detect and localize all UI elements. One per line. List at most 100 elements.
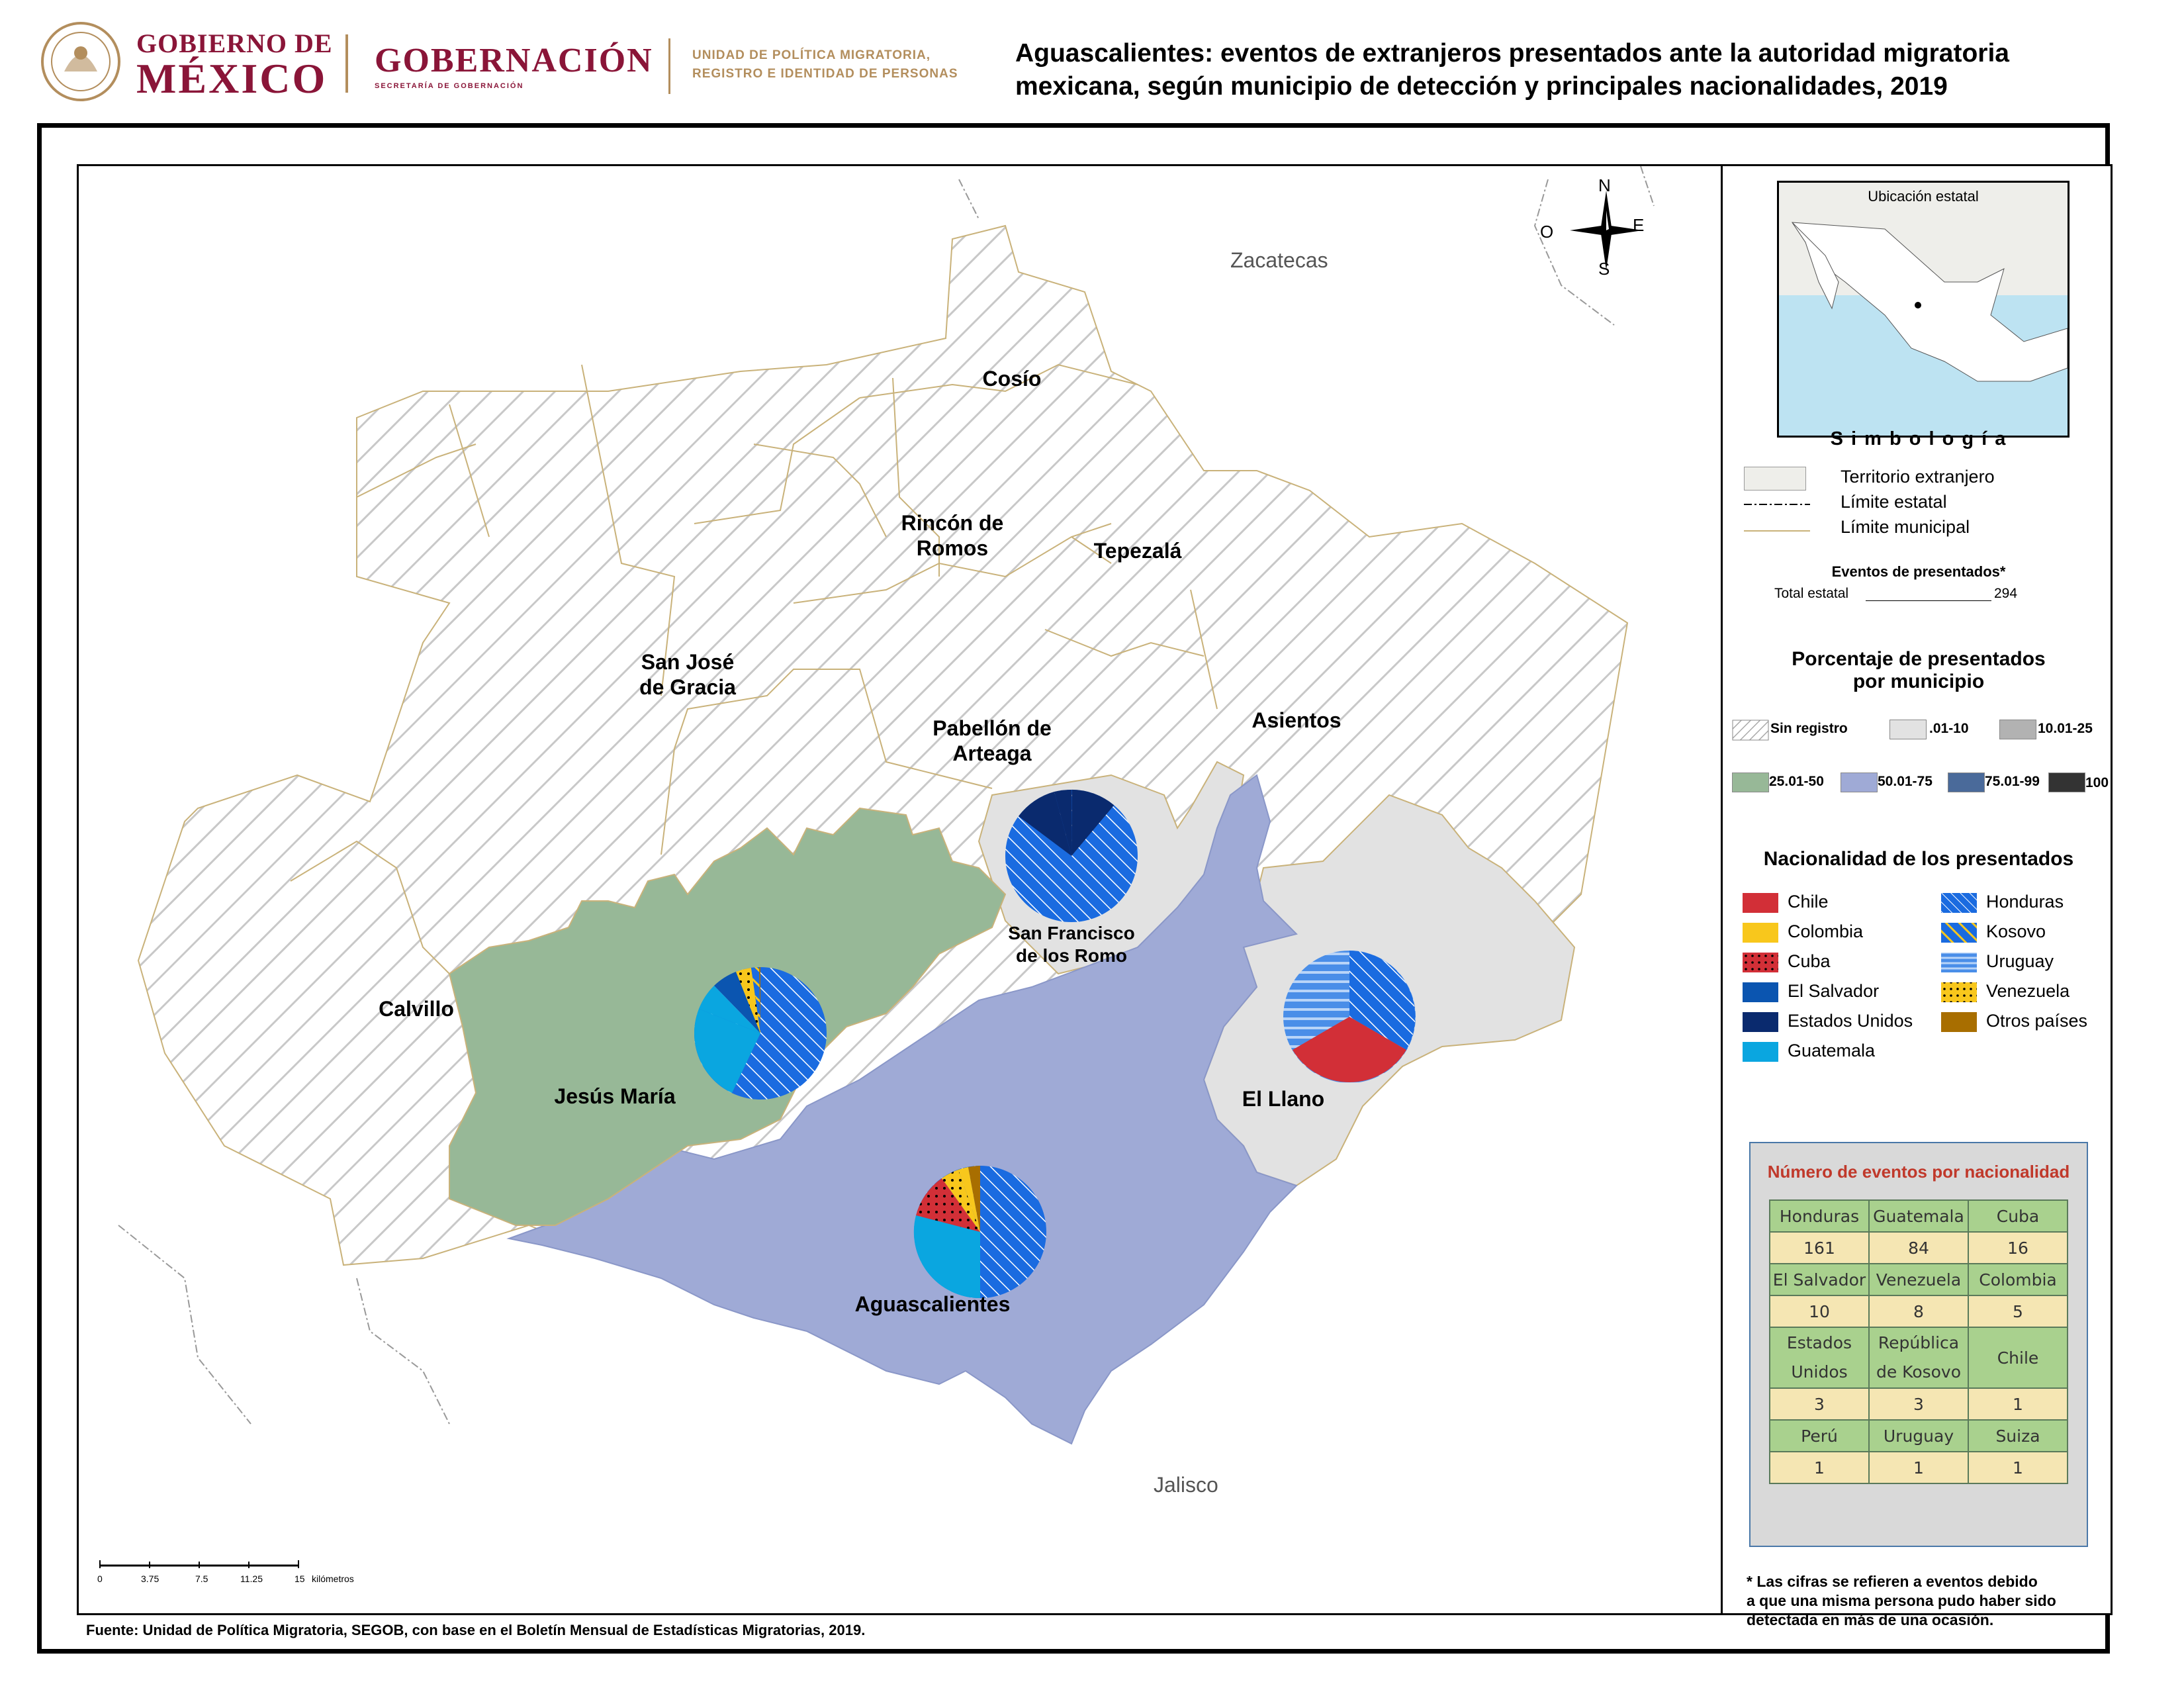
gobierno-line1: GOBIERNO DE (136, 28, 333, 58)
scale-tick-4: 15 (295, 1573, 305, 1584)
table-value-cell: 3 (1769, 1387, 1870, 1421)
total-leader (1866, 600, 1991, 601)
nat-right-0: Honduras (1986, 892, 2064, 912)
table-header-cell: Chile (1968, 1327, 2068, 1389)
scale-unit: kilómetros (312, 1573, 354, 1584)
nat-left-5: Guatemala (1788, 1041, 1876, 1060)
table-row: Honduras Guatemala Cuba (1769, 1199, 2068, 1233)
legend-territorio: Territorio extranjero (1841, 467, 1995, 487)
label-calvillo: Calvillo (379, 997, 454, 1021)
label-tepezala: Tepezalá (1093, 539, 1182, 563)
class-label-6: 100 (2085, 775, 2109, 790)
events-table: Honduras Guatemala Cuba 161 84 16 El Sal… (1769, 1199, 2068, 1484)
nat-left-0: Chile (1788, 892, 1829, 912)
nat-right-1: Kosovo (1986, 921, 2046, 941)
nat-left-1: Colombia (1788, 921, 1864, 941)
swatch-class-5 (1948, 773, 1985, 792)
pie-jesus-maria (694, 966, 827, 1100)
class-label-2: 10.01-25 (2038, 721, 2093, 736)
table-header-cell: Perú (1769, 1419, 1870, 1452)
scale-tick-0: 0 (97, 1573, 103, 1584)
scale-bar (99, 1560, 299, 1568)
note-line-3: detectada en más de una ocasión. (1747, 1611, 1994, 1628)
pie-el-llano (1283, 951, 1416, 1083)
page-title: Aguascalientes: eventos de extranjeros p… (1015, 37, 2154, 103)
table-row: Estados Unidos República de Kosovo Chile (1769, 1327, 2068, 1389)
table-title: Número de eventos por nacionalidad (1767, 1162, 2070, 1182)
table-header-cell: Uruguay (1868, 1419, 1969, 1452)
compass-s: S (1598, 259, 1610, 279)
label-rincon: Rincón de Romos (873, 510, 1032, 561)
region-aguascalientes (506, 774, 1298, 1445)
note-line-1: * Las cifras se refieren a eventos debid… (1747, 1573, 2038, 1590)
table-header-cell: Suiza (1968, 1419, 2068, 1452)
header-divider-2 (668, 38, 670, 94)
table-header-cell: Estados Unidos (1769, 1327, 1870, 1389)
table-value-cell: 3 (1868, 1387, 1969, 1421)
class-label-4: 50.01-75 (1878, 774, 1933, 789)
table-header-cell: Venezuela (1868, 1263, 1969, 1296)
swatch-sin-registro (1732, 720, 1769, 741)
legend-limite-estatal: Límite estatal (1841, 492, 1947, 512)
swatch-limite-municipal (1744, 530, 1810, 532)
label-pabellon-1: Pabellón de (933, 716, 1052, 740)
compass-n: N (1598, 175, 1611, 195)
compass-e: E (1633, 215, 1645, 235)
pie-aguascalientes (913, 1166, 1046, 1299)
nat-right-4: Otros países (1986, 1011, 2088, 1031)
table-value-cell: 5 (1968, 1295, 2068, 1328)
table-value-cell: 10 (1769, 1295, 1870, 1328)
table-panel: Número de eventos por nacionalidad Hondu… (1749, 1142, 2088, 1547)
simbologia-title: S i m b o l o g í a (1830, 428, 2007, 449)
state-limit-north (118, 166, 1655, 1425)
class-label-0: Sin registro (1770, 721, 1848, 736)
mexico-coat-of-arms-logo (41, 22, 120, 101)
table-row: El Salvador Venezuela Colombia (1769, 1263, 2068, 1296)
label-san-jose-1: San José (641, 650, 735, 674)
compass-rose-icon (1570, 191, 1643, 270)
table-value-cell: 1 (1968, 1451, 2068, 1484)
nacionalidad-title: Nacionalidad de los presentados (1763, 848, 2074, 870)
label-san-francisco-1: San Francisco (1008, 923, 1135, 943)
title-line2: mexicana, según municipio de detección y… (1015, 72, 1948, 101)
unidad-text: UNIDAD DE POLÍTICA MIGRATORIA, REGISTRO … (692, 46, 958, 83)
title-line1: Aguascalientes: eventos de extranjeros p… (1015, 39, 2009, 68)
label-el-llano: El Llano (1242, 1087, 1325, 1111)
label-san-francisco-2: de los Romo (1015, 945, 1127, 966)
label-rincon-1: Rincón de (901, 511, 1004, 535)
scale-tick-3: 11.25 (240, 1573, 263, 1584)
class-label-1: .01-10 (1929, 721, 1969, 736)
table-note: * Las cifras se refieren a eventos debid… (1747, 1572, 2056, 1630)
gobierno-line2: MÉXICO (136, 55, 328, 102)
table-value-cell: 1 (1868, 1451, 1969, 1484)
nat-swatches-left (1743, 893, 1778, 1062)
class-label-3: 25.01-50 (1769, 774, 1824, 789)
inset-mexico-shape (1779, 222, 2068, 436)
class-label-5: 75.01-99 (1985, 774, 2040, 789)
table-value-cell: 1 (1968, 1387, 2068, 1421)
label-san-jose: San José de Gracia (608, 649, 767, 700)
map-panel: N S E O Zacatecas Jalisco Cosío Rincón d… (77, 164, 1723, 1615)
legend-panel: Ubicación estatal S i m b o l o g í a Te… (1721, 164, 2113, 1628)
total-label: Total estatal (1774, 586, 1849, 601)
nat-right-2: Uruguay (1986, 951, 2054, 971)
label-aguascalientes: Aguascalientes (854, 1292, 1011, 1316)
label-san-jose-2: de Gracia (639, 675, 736, 699)
nat-left-3: El Salvador (1788, 981, 1880, 1001)
porcentaje-title-2: por municipio (1852, 671, 1985, 692)
label-jalisco: Jalisco (1154, 1473, 1218, 1497)
table-value-cell: 84 (1868, 1231, 1969, 1264)
table-value-cell: 16 (1968, 1231, 2068, 1264)
table-header-cell: Colombia (1968, 1263, 2068, 1296)
swatch-class-2 (1999, 720, 2036, 739)
table-row: 10 8 5 (1769, 1295, 2068, 1328)
label-zacatecas: Zacatecas (1230, 248, 1328, 272)
porcentaje-title-1: Porcentaje de presentados (1792, 648, 2046, 670)
label-rincon-2: Romos (916, 536, 989, 560)
note-line-2: a que una misma persona pudo haber sido (1747, 1592, 2056, 1609)
nat-right-3: Venezuela (1986, 981, 2070, 1001)
table-row: 161 84 16 (1769, 1231, 2068, 1264)
table-header-cell: Guatemala (1868, 1199, 1969, 1233)
nat-left-4: Estados Unidos (1788, 1011, 1913, 1031)
swatch-territorio (1744, 467, 1806, 491)
